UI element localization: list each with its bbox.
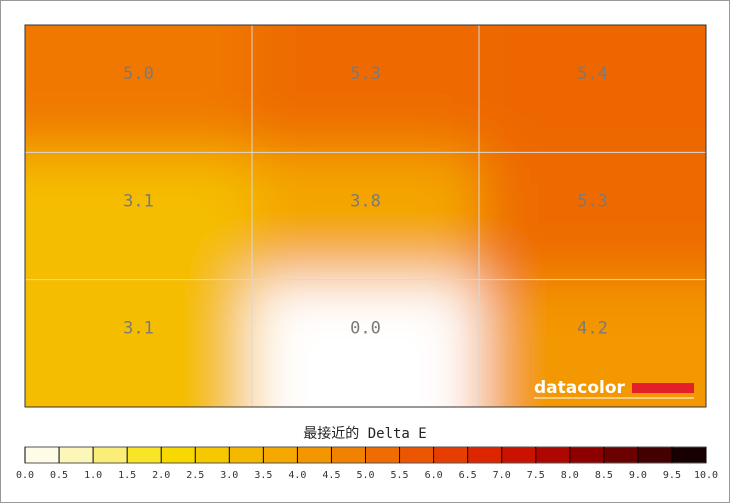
colorbar-swatch — [603, 447, 638, 463]
cell-label: 3.1 — [123, 319, 154, 339]
heat-cell — [252, 279, 479, 407]
grid — [25, 25, 706, 407]
colorbar-tick-label: 4.5 — [322, 470, 340, 481]
cell-label: 0.0 — [350, 319, 381, 339]
colorbar-tick-label: 2.5 — [186, 470, 204, 481]
colorbar-tick-label: 8.5 — [595, 470, 613, 481]
colorbar-tick-label: 1.5 — [118, 470, 136, 481]
colorbar-tick-label: 2.0 — [152, 470, 170, 481]
colorbar-swatch — [25, 447, 60, 463]
colorbar-tick-label: 3.0 — [220, 470, 238, 481]
colorbar-tick-label: 4.0 — [288, 470, 306, 481]
colorbar-swatch — [297, 447, 332, 463]
cells — [25, 25, 706, 407]
colorbar-swatch — [501, 447, 536, 463]
colorbar-swatch — [161, 447, 196, 463]
colorbar-tick-label: 6.5 — [459, 470, 477, 481]
colorbar-tick-label: 10.0 — [694, 470, 718, 481]
colorbar-tick-label: 0.0 — [16, 470, 34, 481]
colorbar-swatch — [535, 447, 570, 463]
heat-cell — [252, 152, 479, 280]
colorbar-tick-label: 7.0 — [493, 470, 511, 481]
colorbar-tick-label: 3.5 — [254, 470, 272, 481]
colorbar-swatch — [93, 447, 128, 463]
cell-label: 5.3 — [577, 191, 608, 211]
colorbar-swatch — [59, 447, 94, 463]
colorbar: 0.0 0.5 1.0 1.5 2.0 2.5 3.0 3.5 4.0 4.5 5.0 5.5 6.0 6… — [16, 446, 718, 481]
colorbar-tick-label: 1.0 — [84, 470, 102, 481]
heat-cell — [479, 25, 706, 153]
colorbar-swatch — [127, 447, 162, 463]
colorbar-swatch — [671, 447, 706, 463]
heat-field — [25, 25, 706, 407]
cell-label: 5.0 — [123, 64, 154, 84]
colorbar-tick-label: 0.5 — [50, 470, 68, 481]
colorbar-swatch — [195, 447, 230, 463]
heat-cell — [479, 152, 706, 280]
plot-border — [24, 24, 707, 408]
heat-cell — [25, 279, 252, 407]
colorbar-tick-label: 5.0 — [356, 470, 374, 481]
colorbar-swatch — [331, 447, 366, 463]
colorbar-swatch — [229, 447, 264, 463]
colorbar-tick-label: 7.5 — [527, 470, 545, 481]
heat-cell — [252, 25, 479, 153]
heat-cell — [25, 152, 252, 280]
chart-title: 最接近的 Delta E — [303, 425, 426, 442]
colorbar-tick-label: 5.5 — [391, 470, 409, 481]
colorbar-tick-label: 9.5 — [663, 470, 681, 481]
cell-label: 5.4 — [577, 64, 608, 84]
colorbar-tick-label: 8.0 — [561, 470, 579, 481]
colorbar-tick-label: 9.0 — [629, 470, 647, 481]
colorbar-swatch — [365, 447, 400, 463]
colorbar-swatch — [263, 447, 298, 463]
colorbar-swatch — [467, 447, 502, 463]
cell-label: 3.8 — [350, 191, 381, 211]
logo: datacolor — [534, 378, 626, 398]
colorbar-swatch — [637, 447, 672, 463]
colorbar-swatch — [399, 447, 434, 463]
cell-label: 5.3 — [350, 64, 381, 84]
cell-label: 4.2 — [577, 319, 608, 339]
cell-label: 3.1 — [123, 191, 154, 211]
colorbar-swatch — [569, 447, 604, 463]
logo-bar — [632, 383, 694, 393]
colorbar-tick-label: 6.0 — [425, 470, 443, 481]
heat-cell — [25, 25, 252, 153]
colorbar-swatch — [433, 447, 468, 463]
